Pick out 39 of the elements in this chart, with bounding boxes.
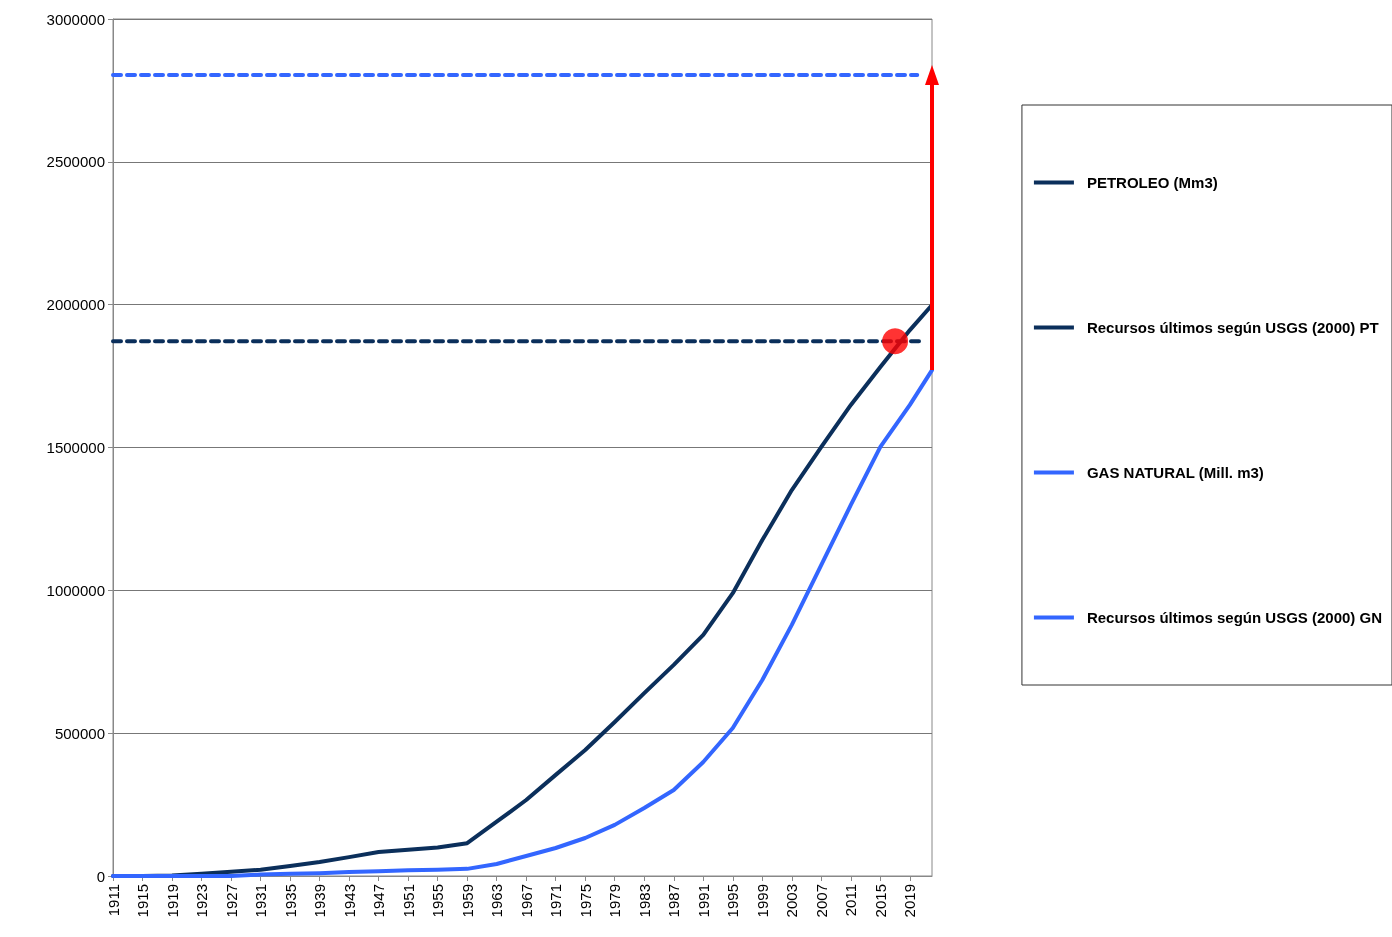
x-tick-label: 2003 [783,884,801,918]
x-tick-label: 1939 [311,884,329,918]
x-tick-label: 1935 [281,884,299,918]
x-tick-label: 1955 [429,884,447,918]
x-tick-label: 1987 [665,884,683,918]
y-tick-label: 3000000 [46,10,105,28]
x-tick-label: 1923 [193,884,211,918]
x-tick-label: 1927 [222,884,240,918]
x-tick-label: 1995 [724,884,742,918]
x-tick-label: 2007 [812,884,830,918]
y-tick-label: 1500000 [46,439,105,456]
x-tick-label: 1963 [488,884,506,918]
x-tick-label: 1999 [753,884,771,918]
y-tick-label: 2500000 [46,153,105,171]
x-tick-label: 1931 [252,884,270,918]
x-tick-label: 1971 [547,884,565,918]
x-tick-label: 2015 [871,884,889,918]
x-tick-label: 1919 [163,884,181,918]
x-tick-label: 1911 [104,884,122,917]
x-tick-label: 1959 [458,884,476,918]
legend-label: Recursos últimos según USGS (2000) GN [1086,609,1382,626]
x-tick-label: 1967 [517,884,535,918]
x-tick-label: 1991 [694,884,712,918]
y-tick-label: 1000000 [46,581,105,599]
y-tick-label: 500000 [54,724,105,742]
x-tick-label: 1915 [134,884,152,918]
x-tick-label: 2019 [901,884,919,918]
x-tick-label: 2011 [842,884,860,917]
x-tick-label: 1979 [606,884,624,918]
y-tick-label: 2000000 [46,296,105,314]
legend-label: Recursos últimos según USGS (2000) PT [1086,319,1379,336]
x-tick-label: 1975 [576,884,594,918]
x-tick-label: 1943 [340,884,358,918]
legend-label: GAS NATURAL (Mill. m3) [1086,464,1264,481]
y-tick-label: 0 [96,867,105,885]
x-tick-label: 1983 [635,884,653,918]
x-tick-label: 1951 [399,884,417,918]
legend-label: PETROLEO (Mm3) [1086,174,1218,191]
x-tick-label: 1947 [370,884,388,918]
